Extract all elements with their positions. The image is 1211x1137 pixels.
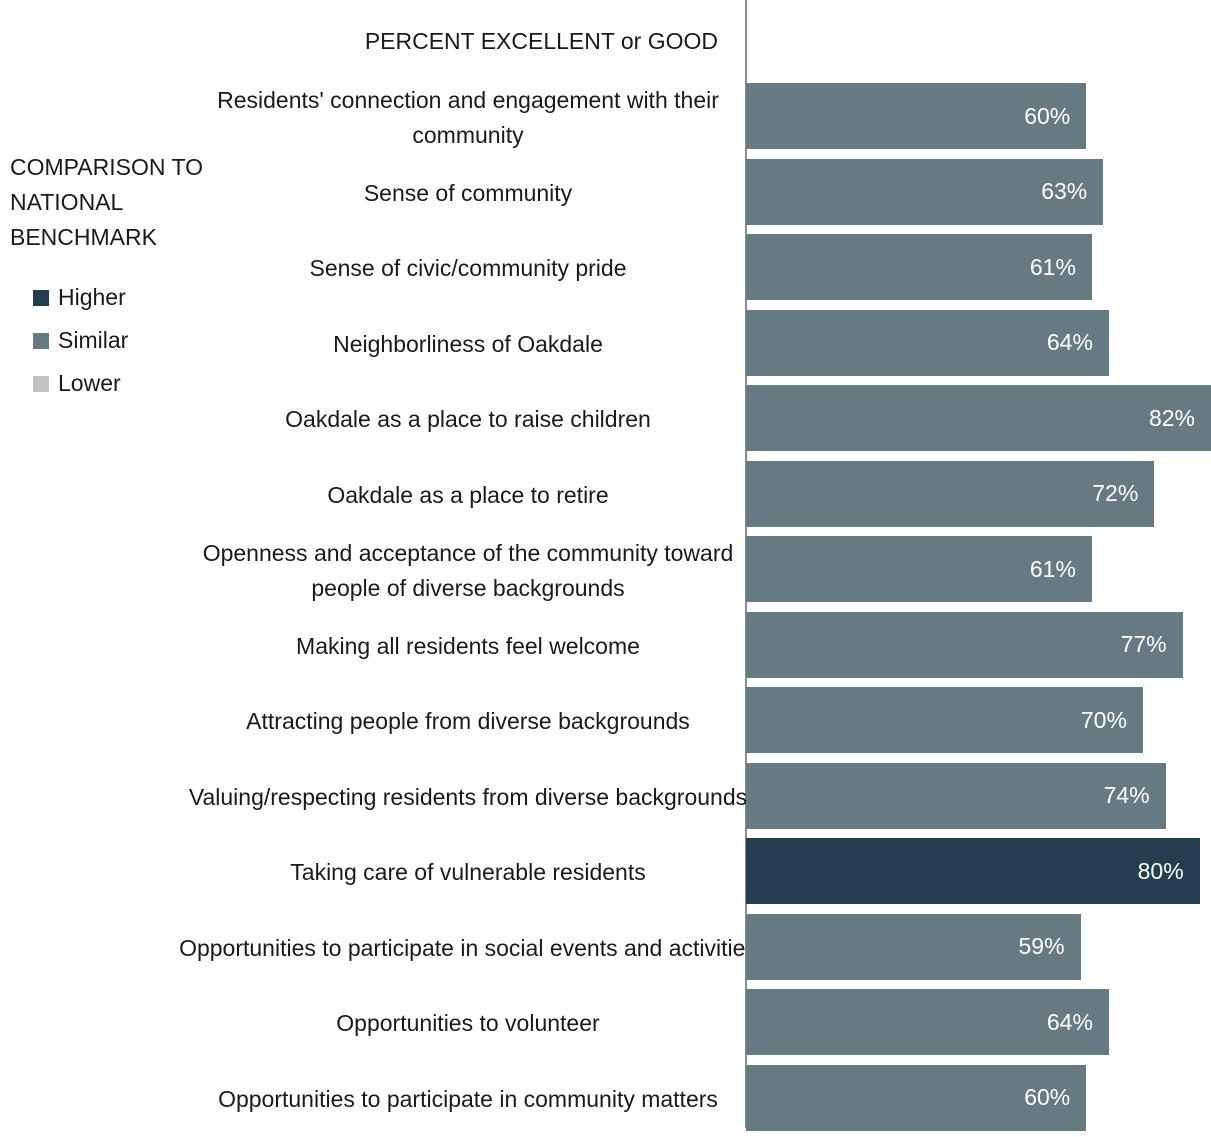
bar-value-label: 61% (1030, 254, 1076, 281)
bar-row: Oakdale as a place to retire 72% (0, 458, 1211, 534)
category-label: Taking care of vulnerable residents (170, 835, 766, 911)
bar-row: Sense of civic/community pride 61% (0, 231, 1211, 307)
category-label: Oakdale as a place to raise children (170, 382, 766, 458)
category-label-text: Oakdale as a place to retire (327, 478, 608, 513)
category-label: Attracting people from diverse backgroun… (170, 684, 766, 760)
bar-value-label: 72% (1092, 480, 1138, 507)
category-label: Opportunities to volunteer (170, 986, 766, 1062)
category-label-text: Making all residents feel welcome (296, 629, 640, 664)
category-label-text: Oakdale as a place to raise children (285, 402, 651, 437)
category-label: Sense of community (170, 156, 766, 232)
bar-value-label: 64% (1047, 329, 1093, 356)
category-label: Making all residents feel welcome (170, 609, 766, 685)
bar: 60% (746, 1065, 1086, 1131)
category-label-text: Taking care of vulnerable residents (290, 855, 645, 890)
bar: 63% (746, 159, 1103, 225)
category-label: Neighborliness of Oakdale (170, 307, 766, 383)
bar-row: Residents' connection and engagement wit… (0, 80, 1211, 156)
category-label-text: Opportunities to volunteer (336, 1006, 599, 1041)
bar: 60% (746, 83, 1086, 149)
category-label-text: Neighborliness of Oakdale (333, 327, 603, 362)
category-label: Opportunities to participate in communit… (170, 1062, 766, 1137)
bar-row: Taking care of vulnerable residents 80% (0, 835, 1211, 911)
bar-value-label: 61% (1030, 556, 1076, 583)
bar-value-label: 60% (1024, 103, 1070, 130)
bar: 70% (746, 687, 1143, 753)
bar: 61% (746, 536, 1092, 602)
chart-title: PERCENT EXCELLENT or GOOD (365, 24, 718, 58)
bar-row: Opportunities to volunteer 64% (0, 986, 1211, 1062)
category-label-text: Opportunities to participate in communit… (218, 1082, 718, 1117)
bar-row: Opportunities to participate in social e… (0, 911, 1211, 987)
category-label-text: Residents' connection and engagement wit… (170, 83, 766, 153)
bar-value-label: 74% (1104, 782, 1150, 809)
bar-row: Valuing/respecting residents from divers… (0, 760, 1211, 836)
bar-row: Making all residents feel welcome 77% (0, 609, 1211, 685)
bar-value-label: 82% (1149, 405, 1195, 432)
bar-value-label: 80% (1138, 858, 1184, 885)
category-label-text: Opportunities to participate in social e… (179, 931, 757, 966)
category-label-text: Sense of community (364, 176, 572, 211)
bar-row: Openness and acceptance of the community… (0, 533, 1211, 609)
bar-value-label: 59% (1019, 933, 1065, 960)
bar-row: Sense of community 63% (0, 156, 1211, 232)
bar: 82% (746, 385, 1211, 451)
bar: 77% (746, 612, 1183, 678)
category-label-text: Valuing/respecting residents from divers… (189, 780, 747, 815)
bar: 64% (746, 310, 1109, 376)
bar-row: Oakdale as a place to raise children 82% (0, 382, 1211, 458)
bar-row: Opportunities to participate in communit… (0, 1062, 1211, 1137)
category-label-text: Sense of civic/community pride (309, 251, 626, 286)
bar-value-label: 77% (1121, 631, 1167, 658)
bar: 59% (746, 914, 1081, 980)
category-label: Oakdale as a place to retire (170, 458, 766, 534)
bar-value-label: 64% (1047, 1009, 1093, 1036)
bar-value-label: 60% (1024, 1084, 1070, 1111)
bar-value-label: 63% (1041, 178, 1087, 205)
bar-row: Attracting people from diverse backgroun… (0, 684, 1211, 760)
category-label: Opportunities to participate in social e… (170, 911, 766, 987)
bar: 72% (746, 461, 1154, 527)
category-label-text: Attracting people from diverse backgroun… (246, 704, 690, 739)
category-label: Valuing/respecting residents from divers… (170, 760, 766, 836)
bar: 64% (746, 989, 1109, 1055)
category-label: Sense of civic/community pride (170, 231, 766, 307)
bar-row: Neighborliness of Oakdale 64% (0, 307, 1211, 383)
bar-value-label: 70% (1081, 707, 1127, 734)
bar: 74% (746, 763, 1166, 829)
category-label: Residents' connection and engagement wit… (170, 80, 766, 156)
bar: 80% (746, 838, 1200, 904)
bar: 61% (746, 234, 1092, 300)
category-label-text: Openness and acceptance of the community… (170, 536, 766, 606)
category-label: Openness and acceptance of the community… (170, 533, 766, 609)
